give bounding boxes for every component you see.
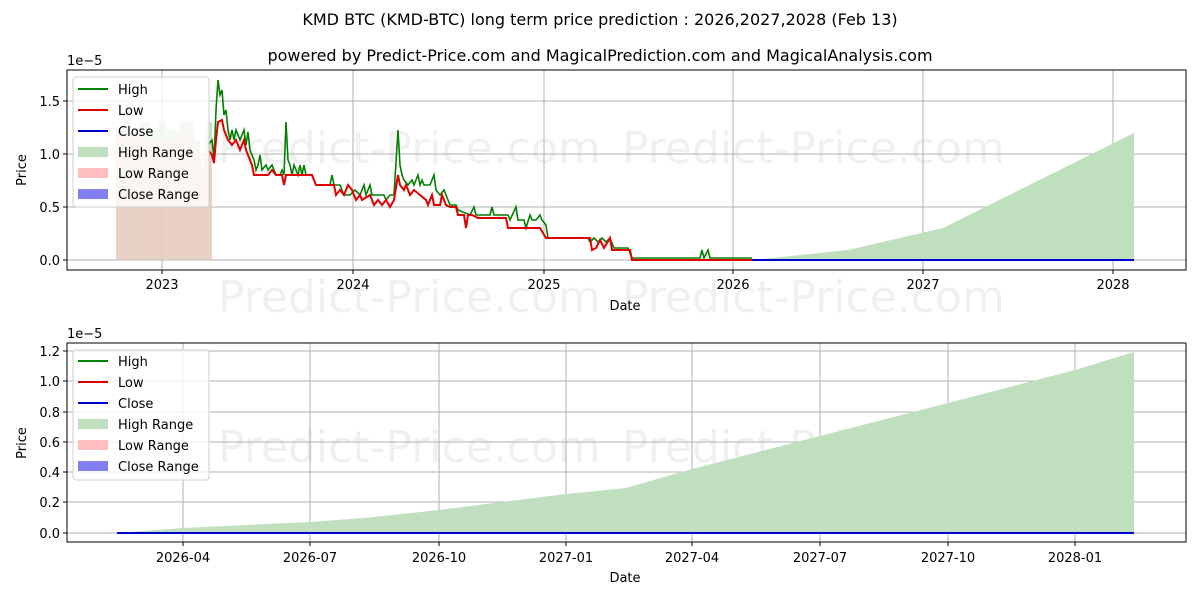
y-tick-label: 0.0 [39, 254, 60, 269]
top-axes-frame [66, 69, 1187, 271]
y-tick-label: 0.0 [39, 527, 60, 542]
bottom-x-ticks: 2026-04 2026-07 2026-10 2027-01 2027-04 … [156, 542, 1102, 566]
y-tick-label: 1.0 [39, 148, 60, 163]
legend-low-range-swatch [78, 440, 108, 450]
x-tick-label: 2026-10 [412, 551, 466, 566]
y-tick-label: 1.2 [39, 345, 60, 360]
x-tick-label: 2028 [1096, 278, 1129, 293]
bottom-y-ticks: 0.0 0.2 0.4 0.6 0.8 1.0 1.2 1e−5 [39, 327, 102, 542]
chart-subtitle: powered by Predict-Price.com and Magical… [267, 46, 933, 65]
y-tick-label: 0.8 [39, 406, 60, 421]
legend-high: High [118, 355, 148, 370]
legend-high-range-swatch [78, 419, 108, 429]
legend-close-range: Close Range [118, 188, 199, 203]
x-tick-label: 2024 [336, 278, 369, 293]
x-tick-label: 2027-10 [921, 551, 975, 566]
x-tick-label: 2026 [716, 278, 749, 293]
x-tick-label: 2026-07 [283, 551, 337, 566]
y-tick-label: 0.2 [39, 496, 60, 511]
high-line [207, 79, 752, 261]
y-tick-label: 1.5 [39, 95, 60, 110]
high-range-area [753, 133, 1134, 260]
top-x-ticks: 2023 2024 2025 2026 2027 2028 [145, 270, 1130, 293]
watermark: Predict-Price.com [218, 272, 601, 323]
y-axis-label: Price [15, 154, 30, 186]
legend-close-range-swatch [78, 461, 108, 471]
x-tick-label: 2025 [527, 278, 560, 293]
watermark: Predict-Price.com [622, 272, 1005, 323]
low-line [207, 118, 752, 261]
top-y-ticks: 0.0 0.5 1.0 1.5 1e−5 [39, 54, 102, 269]
legend-close: Close [118, 125, 153, 140]
watermark: Predict-Price.com [218, 123, 601, 174]
top-legend: High Low Close High Range Low Range Clos… [72, 76, 210, 208]
legend-low-range-swatch [78, 168, 108, 178]
legend-high: High [118, 83, 148, 98]
x-tick-label: 2027 [906, 278, 939, 293]
watermark: Predict-Price.com [622, 123, 1005, 174]
chart-title: KMD BTC (KMD-BTC) long term price predic… [302, 10, 898, 29]
legend-high-range-swatch [78, 147, 108, 157]
legend-low: Low [118, 376, 144, 391]
x-tick-label: 2023 [145, 278, 178, 293]
legend-high-range: High Range [118, 146, 193, 161]
legend-high-range: High Range [118, 418, 193, 433]
bottom-chart: Predict-Price.com Predict-Price.com [15, 327, 1187, 586]
y-tick-label: 0.5 [39, 201, 60, 216]
y-tick-label: 0.4 [39, 466, 60, 481]
x-axis-label: Date [609, 299, 640, 314]
x-tick-label: 2027-04 [665, 551, 719, 566]
y-axis-label: Price [15, 427, 30, 459]
y-scale-label: 1e−5 [67, 54, 102, 69]
legend-low-range: Low Range [118, 439, 189, 454]
forecast-high-range-area [117, 352, 1134, 533]
x-tick-label: 2028-01 [1048, 551, 1102, 566]
legend-close: Close [118, 397, 153, 412]
y-tick-label: 1.0 [39, 375, 60, 390]
y-scale-label: 1e−5 [67, 327, 102, 342]
y-tick-label: 0.6 [39, 436, 60, 451]
bottom-legend: High Low Close High Range Low Range Clos… [72, 349, 210, 481]
legend-low-range: Low Range [118, 167, 189, 182]
legend-close-range-swatch [78, 189, 108, 199]
watermark: Predict-Price.com [218, 422, 601, 473]
x-tick-label: 2027-07 [793, 551, 847, 566]
x-tick-label: 2027-01 [539, 551, 593, 566]
top-chart: Predict-Price.com Predict-Price.com Pred… [15, 54, 1187, 323]
legend-close-range: Close Range [118, 460, 199, 475]
x-tick-label: 2026-04 [156, 551, 210, 566]
x-axis-label: Date [609, 571, 640, 586]
legend-low: Low [118, 104, 144, 119]
